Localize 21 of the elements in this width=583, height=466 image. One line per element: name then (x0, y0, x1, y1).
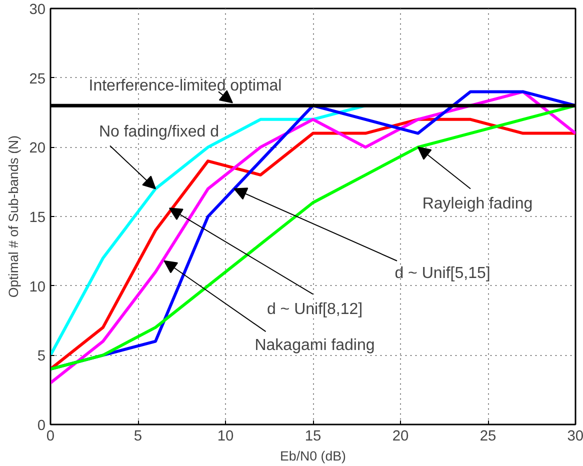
y-tick-label: 0 (37, 418, 46, 434)
x-tick-label: 25 (480, 428, 496, 444)
y-tick-label: 5 (37, 348, 46, 365)
x-tick-label: 10 (217, 428, 234, 444)
y-tick-label: 20 (29, 140, 46, 157)
y-tick-label: 30 (29, 2, 46, 18)
annotation: Rayleigh fading (422, 196, 533, 213)
y-tick-label: 25 (29, 71, 46, 88)
x-tick-label: 20 (392, 428, 409, 444)
x-tick-label: 30 (567, 428, 583, 444)
y-axis-title: Optimal # of Sub-bands (N) (6, 135, 22, 298)
annotation: d ~ Unif[8,12] (266, 300, 363, 318)
y-tick-label: 15 (29, 210, 46, 226)
x-tick-label: 5 (134, 428, 142, 444)
annotation: Nakagami fading (254, 336, 375, 354)
y-tick-label: 10 (29, 279, 46, 296)
annotation: d ~ Unif[5,15] (394, 264, 490, 282)
x-axis-title: Eb/N0 (dB) (280, 448, 346, 464)
x-tick-label: 15 (304, 428, 322, 444)
ref-line-label: Interference-limited optimal (88, 78, 282, 95)
annotation: No fading/fixed d (98, 123, 220, 140)
